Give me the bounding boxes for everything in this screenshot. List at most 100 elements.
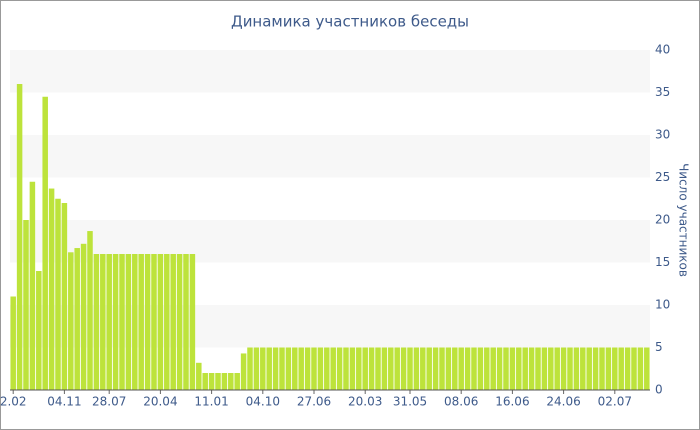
- bar: [215, 373, 221, 390]
- bar: [554, 347, 560, 390]
- y-axis-label: Число участников: [677, 163, 691, 277]
- bar: [170, 254, 176, 390]
- bar: [93, 254, 100, 390]
- bar: [80, 243, 87, 390]
- bar: [535, 347, 541, 390]
- bar: [234, 373, 240, 390]
- x-tick-label: 02.07: [598, 395, 632, 409]
- bar: [580, 347, 586, 390]
- bar: [144, 254, 151, 390]
- bar: [68, 252, 74, 390]
- bar: [586, 347, 592, 390]
- bar: [330, 347, 336, 390]
- bar: [221, 373, 228, 390]
- bar: [420, 347, 426, 390]
- y-tick-label: 0: [655, 383, 663, 397]
- bar: [324, 347, 330, 390]
- x-tick-label: 27.06: [297, 395, 331, 409]
- bar: [119, 254, 125, 390]
- bar: [228, 373, 234, 390]
- grid-band: [10, 220, 650, 263]
- y-tick-label: 10: [655, 298, 670, 312]
- bar: [381, 347, 388, 390]
- bar: [548, 347, 554, 390]
- bar: [618, 347, 624, 390]
- bar: [631, 347, 637, 390]
- bar: [253, 347, 260, 390]
- bar: [394, 347, 400, 390]
- bar: [592, 347, 599, 390]
- bar: [567, 347, 573, 390]
- bar: [42, 96, 48, 390]
- bar: [125, 254, 132, 390]
- bar: [452, 347, 458, 390]
- bar: [573, 347, 580, 390]
- bar: [356, 347, 362, 390]
- bar: [16, 84, 23, 390]
- bar: [637, 347, 644, 390]
- y-tick-label: 15: [655, 255, 670, 269]
- y-tick-label: 5: [655, 340, 663, 354]
- bar: [202, 373, 208, 390]
- bar: [100, 254, 106, 390]
- x-tick-label: 08.06: [444, 395, 478, 409]
- bar: [106, 254, 112, 390]
- grid-band: [10, 305, 650, 348]
- y-tick-label: 40: [655, 43, 670, 57]
- bar: [471, 347, 477, 390]
- bar: [151, 254, 157, 390]
- bar: [36, 271, 42, 390]
- bar: [368, 347, 375, 390]
- bar: [304, 347, 311, 390]
- bar: [138, 254, 144, 390]
- bar: [426, 347, 432, 390]
- bar: [503, 347, 509, 390]
- bar: [183, 254, 189, 390]
- bar: [87, 231, 93, 390]
- grid-band: [10, 50, 650, 93]
- bar: [484, 347, 490, 390]
- bar: [349, 347, 356, 390]
- bar: [336, 347, 343, 390]
- bar: [413, 347, 420, 390]
- bar: [509, 347, 516, 390]
- bar: [279, 347, 285, 390]
- bar: [599, 347, 605, 390]
- bar: [612, 347, 618, 390]
- bar: [400, 347, 407, 390]
- bar: [247, 347, 253, 390]
- bar: [496, 347, 503, 390]
- x-tick-label: 20.04: [143, 395, 177, 409]
- bar: [55, 198, 61, 390]
- bar: [157, 254, 164, 390]
- bar: [176, 254, 183, 390]
- bar: [311, 347, 317, 390]
- x-tick-label: 20.03: [348, 395, 382, 409]
- bar: [644, 347, 650, 390]
- bar: [439, 347, 445, 390]
- bar: [375, 347, 381, 390]
- bar: [528, 347, 535, 390]
- bar: [208, 373, 215, 390]
- x-tick-label: 16.06: [495, 395, 529, 409]
- x-tick-label: 04.11: [47, 395, 81, 409]
- bar: [240, 353, 247, 390]
- bar: [560, 347, 567, 390]
- bar: [458, 347, 464, 390]
- bar: [445, 347, 452, 390]
- bar: [196, 362, 202, 390]
- bar: [10, 296, 16, 390]
- bar: [343, 347, 349, 390]
- x-tick-label: 24.06: [546, 395, 580, 409]
- bar: [112, 254, 119, 390]
- bar: [29, 181, 36, 390]
- bar: [74, 248, 80, 390]
- bar: [298, 347, 304, 390]
- bar: [292, 347, 298, 390]
- bar: [266, 347, 272, 390]
- grid-band: [10, 135, 650, 178]
- bar: [164, 254, 170, 390]
- bar: [464, 347, 471, 390]
- bar: [132, 254, 138, 390]
